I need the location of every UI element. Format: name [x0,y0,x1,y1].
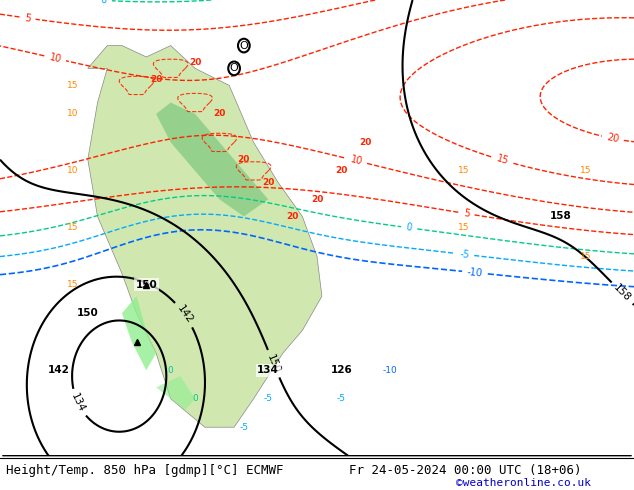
Text: 20: 20 [189,58,201,67]
Polygon shape [87,46,322,427]
Text: 20: 20 [287,212,299,221]
Text: 15: 15 [67,280,79,289]
Text: 15: 15 [67,223,79,232]
Text: 150: 150 [77,308,99,318]
Text: -5: -5 [240,423,249,432]
Text: 20: 20 [262,178,275,187]
Text: 158: 158 [612,283,633,304]
Text: 10: 10 [349,154,363,167]
Text: 150: 150 [136,280,157,290]
Text: 0: 0 [192,394,198,403]
Text: -5: -5 [264,394,273,403]
Text: 134: 134 [257,365,279,375]
Text: 158: 158 [550,212,572,221]
Text: 20: 20 [150,75,162,84]
Text: 150: 150 [265,353,282,375]
Text: -5: -5 [459,249,470,260]
Polygon shape [156,376,195,410]
Polygon shape [122,296,156,370]
Text: 15: 15 [67,81,79,90]
Polygon shape [156,102,268,217]
Text: 20: 20 [311,195,323,204]
Text: 0: 0 [168,366,174,375]
Text: 5: 5 [463,208,470,219]
Text: O: O [240,41,249,50]
Text: 142: 142 [48,365,70,375]
Text: 15: 15 [579,252,591,261]
Text: 20: 20 [213,109,226,119]
Text: Height/Temp. 850 hPa [gdmp][°C] ECMWF: Height/Temp. 850 hPa [gdmp][°C] ECMWF [6,464,284,477]
Text: 10: 10 [48,52,62,65]
Text: 134: 134 [69,392,87,414]
Text: 10: 10 [67,167,79,175]
Text: 10: 10 [67,109,79,119]
Text: 0: 0 [101,0,107,5]
Text: 126: 126 [330,365,353,375]
Text: -10: -10 [467,267,483,278]
Text: -10: -10 [383,366,398,375]
Text: O: O [230,63,238,74]
Text: 142: 142 [175,304,194,325]
Text: ©weatheronline.co.uk: ©weatheronline.co.uk [456,478,592,488]
Text: 20: 20 [359,138,372,147]
Text: 15: 15 [495,154,510,167]
Text: 5: 5 [24,13,31,24]
Text: 15: 15 [458,167,469,175]
Text: -5: -5 [337,394,346,403]
Text: 20: 20 [238,155,250,164]
Text: 15: 15 [458,223,469,232]
Text: Fr 24-05-2024 00:00 UTC (18+06): Fr 24-05-2024 00:00 UTC (18+06) [349,464,581,477]
Text: 15: 15 [579,167,591,175]
Text: 20: 20 [605,132,620,145]
Text: 20: 20 [335,167,347,175]
Text: 0: 0 [406,222,413,233]
